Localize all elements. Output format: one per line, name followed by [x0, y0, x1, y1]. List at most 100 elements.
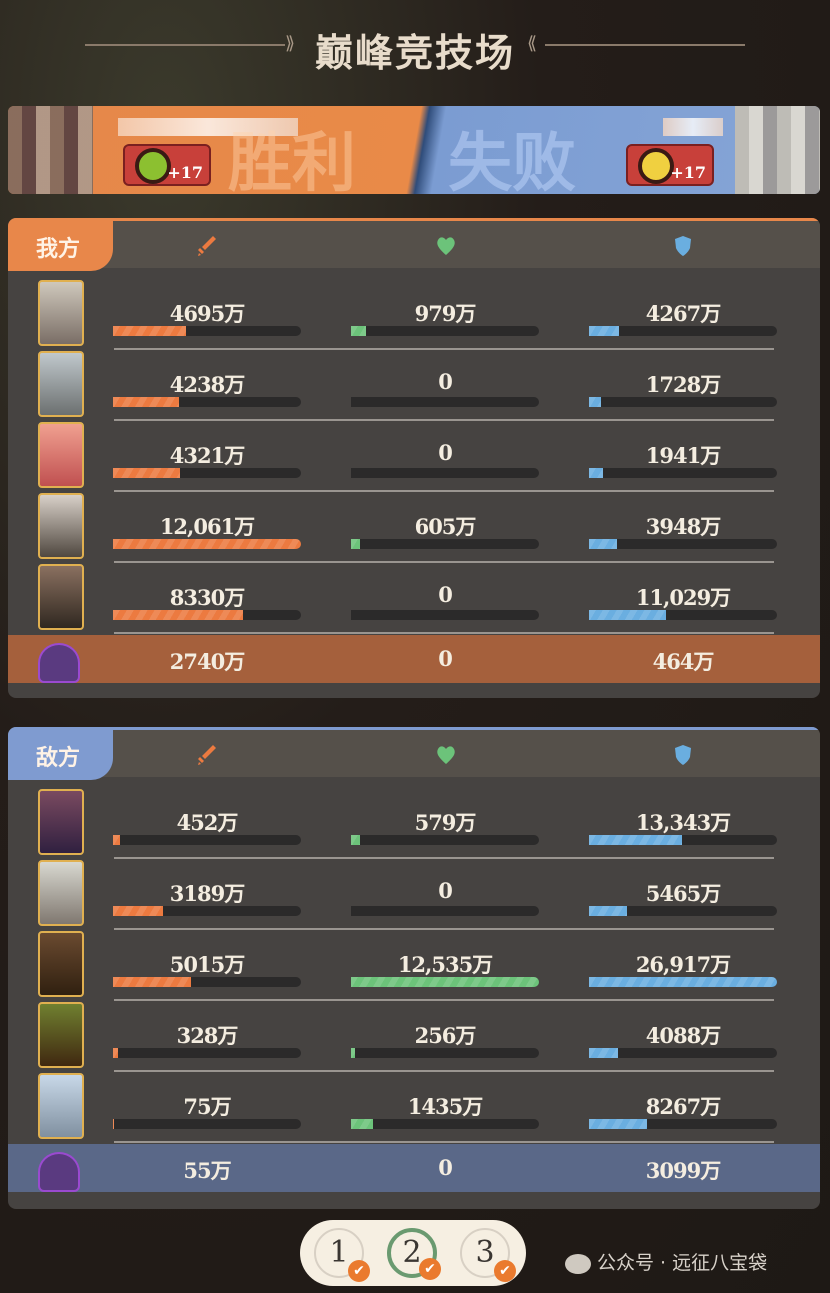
player-name-left	[118, 118, 298, 136]
check-icon: ✔	[419, 1258, 441, 1280]
damage-bar-fill	[113, 835, 121, 845]
row-divider	[114, 1070, 774, 1072]
hero-row[interactable]: 3189万 0 5465万	[8, 858, 820, 930]
summon-healing-value: 0	[438, 646, 453, 671]
hero-row[interactable]: 12,061万 605万 3948万	[8, 491, 820, 563]
tanking-bar-fill	[589, 977, 777, 987]
player-name-right	[663, 118, 723, 136]
hero-portrait[interactable]	[38, 351, 84, 417]
tanking-bar	[589, 468, 777, 478]
tanking-bar	[589, 1119, 777, 1129]
healing-value: 579万	[414, 810, 477, 835]
tanking-value: 1941万	[645, 443, 721, 468]
hero-row[interactable]: 328万 256万 4088万	[8, 1000, 820, 1072]
healing-bar	[351, 1119, 539, 1129]
hero-row[interactable]: 452万 579万 13,343万	[8, 787, 820, 859]
healing-value: 12,535万	[397, 952, 493, 977]
heart-icon	[435, 235, 455, 257]
tanking-bar	[589, 977, 777, 987]
tanking-bar-fill	[589, 1048, 618, 1058]
wechat-icon	[565, 1253, 591, 1274]
summon-row[interactable]: 2740万 0 464万	[8, 635, 820, 683]
hero-row[interactable]: 4238万 0 1728万	[8, 349, 820, 421]
tanking-bar-fill	[589, 326, 619, 336]
row-divider	[114, 928, 774, 930]
player-avatar-right[interactable]	[735, 106, 820, 194]
damage-bar	[113, 906, 301, 916]
tanking-bar	[589, 397, 777, 407]
round-1-button[interactable]: 1 ✔	[314, 1228, 370, 1282]
result-banner: 胜利 失败 +17 +17	[8, 106, 820, 194]
tanking-bar-fill	[589, 468, 603, 478]
hero-row[interactable]: 75万 1435万 8267万	[8, 1071, 820, 1143]
tanking-bar	[589, 1048, 777, 1058]
healing-bar	[351, 1048, 539, 1058]
summon-healing-value: 0	[438, 1155, 453, 1180]
ally-team-panel: 我方 4695万 979万 4267万 4238万 0 1728万 4321万 …	[8, 218, 820, 698]
damage-bar	[113, 326, 301, 336]
damage-bar	[113, 539, 301, 549]
round-3-button[interactable]: 3 ✔	[460, 1228, 516, 1282]
rank-badge-right: +17	[626, 144, 714, 186]
damage-bar	[113, 468, 301, 478]
summon-portrait[interactable]	[38, 1152, 80, 1192]
hero-row[interactable]: 8330万 0 11,029万	[8, 562, 820, 634]
hero-portrait[interactable]	[38, 1002, 84, 1068]
round-2-button[interactable]: 2 ✔	[387, 1228, 441, 1280]
healing-bar	[351, 835, 539, 845]
damage-bar	[113, 397, 301, 407]
damage-value: 328万	[176, 1023, 239, 1048]
title-decor-right	[545, 44, 745, 46]
hero-portrait[interactable]	[38, 931, 84, 997]
arrow-right-icon: ⟫	[285, 33, 296, 54]
summon-portrait[interactable]	[38, 643, 80, 683]
hero-row[interactable]: 5015万 12,535万 26,917万	[8, 929, 820, 1001]
damage-value: 8330万	[169, 585, 245, 610]
round-number: 1	[329, 1235, 349, 1270]
tanking-value: 4088万	[645, 1023, 721, 1048]
hero-portrait[interactable]	[38, 789, 84, 855]
healing-bar	[351, 326, 539, 336]
tanking-value: 4267万	[645, 301, 721, 326]
page-title: 巅峰竞技场	[314, 30, 515, 75]
hero-row[interactable]: 4695万 979万 4267万	[8, 278, 820, 350]
hero-portrait[interactable]	[38, 860, 84, 926]
title-decor-left	[85, 44, 285, 46]
shield-icon	[673, 235, 693, 257]
hero-portrait[interactable]	[38, 1073, 84, 1139]
row-divider	[114, 419, 774, 421]
damage-bar	[113, 835, 301, 845]
damage-bar-fill	[113, 1048, 119, 1058]
hero-portrait[interactable]	[38, 564, 84, 630]
damage-bar	[113, 610, 301, 620]
damage-bar-fill	[113, 1119, 115, 1129]
check-icon: ✔	[348, 1260, 370, 1282]
damage-bar-fill	[113, 906, 163, 916]
summon-row[interactable]: 55万 0 3099万	[8, 1144, 820, 1192]
healing-value: 0	[438, 440, 453, 465]
watermark: 公众号 · 远征八宝袋	[565, 1248, 767, 1275]
damage-value: 75万	[183, 1094, 231, 1119]
healing-value: 0	[438, 582, 453, 607]
round-number: 2	[402, 1235, 422, 1270]
healing-bar	[351, 906, 539, 916]
hero-row[interactable]: 4321万 0 1941万	[8, 420, 820, 492]
hero-portrait[interactable]	[38, 280, 84, 346]
damage-value: 12,061万	[159, 514, 255, 539]
damage-bar	[113, 1048, 301, 1058]
damage-value: 4321万	[169, 443, 245, 468]
healing-value: 1435万	[407, 1094, 483, 1119]
healing-value: 256万	[414, 1023, 477, 1048]
healing-bar	[351, 610, 539, 620]
player-avatar-left[interactable]	[8, 106, 93, 194]
healing-value: 605万	[414, 514, 477, 539]
heart-icon	[435, 744, 455, 766]
hero-portrait[interactable]	[38, 493, 84, 559]
score-change-right: +17	[670, 163, 706, 182]
row-divider	[114, 490, 774, 492]
tanking-bar-fill	[589, 539, 617, 549]
rank-medal-icon	[638, 148, 674, 184]
hero-portrait[interactable]	[38, 422, 84, 488]
team-header: 我方	[8, 218, 820, 271]
row-divider	[114, 632, 774, 634]
